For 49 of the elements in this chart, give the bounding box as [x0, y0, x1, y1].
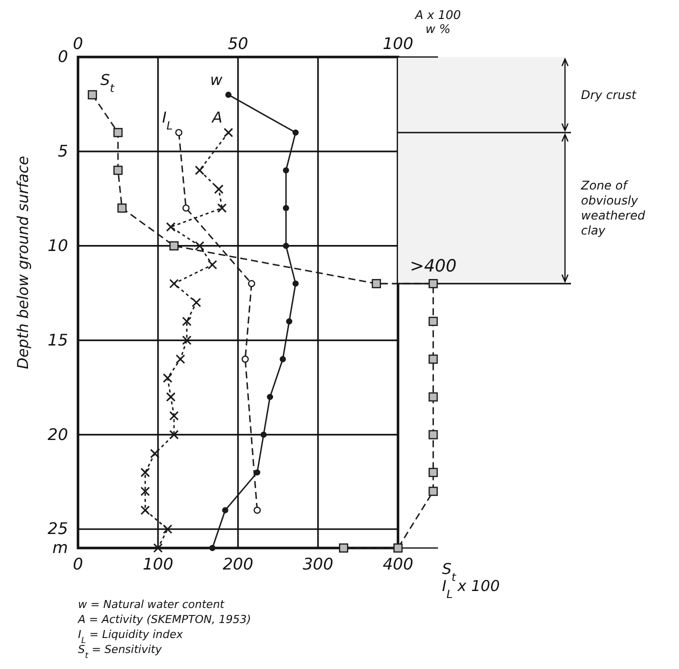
point: [117, 203, 127, 213]
point: [248, 280, 256, 288]
x-tick-label: 400: [382, 554, 414, 574]
text: w = Natural water content: [78, 598, 225, 611]
point: [393, 543, 403, 553]
y-axis-title: Depth below ground surface: [14, 156, 32, 370]
point: [175, 128, 182, 136]
point: [428, 316, 438, 326]
point: [428, 392, 438, 402]
series-label: S$_{t}$: [100, 70, 115, 94]
point: [372, 279, 381, 288]
y-tick-label: 20: [48, 424, 68, 444]
text: I$_{L}$ = Liquidity index: [78, 628, 184, 645]
series-label: I$_{L}$: [162, 108, 173, 132]
x2-axis-title: A x 100 w %: [414, 8, 462, 36]
point: [242, 356, 249, 363]
point: [182, 204, 190, 212]
series-label: A: [211, 108, 222, 127]
x2-tick-label: 50: [228, 34, 248, 53]
text: S$_{t}$ = Sensitivity: [78, 643, 162, 660]
point: [428, 279, 438, 288]
x-tick-label: 100: [142, 554, 174, 574]
x2-tick-label: 100: [382, 34, 414, 53]
series-label: w: [210, 70, 224, 89]
y-tick-label: 15: [48, 330, 68, 350]
text: A = Activity (SKEMPTON, 1953): [77, 613, 252, 626]
x-tick-label: 0: [72, 554, 84, 574]
point: [113, 166, 123, 175]
x-tick-label: 300: [302, 554, 334, 574]
point: [428, 486, 438, 496]
point: [428, 430, 438, 440]
y-tick-label: m: [52, 538, 68, 558]
band-label: Dry crust: [581, 88, 638, 102]
point: [254, 506, 261, 514]
point: [428, 468, 438, 478]
y-tick-label: 0: [58, 47, 68, 66]
band-label: Zone of obviously weathered clay: [580, 178, 646, 238]
x-axis-title: S$_{t}$ I$_{L}$ x 100: [442, 560, 500, 600]
point: [113, 128, 123, 138]
x-tick-label: 200: [222, 554, 254, 574]
y-tick-label: 25: [48, 519, 68, 538]
point: [428, 354, 438, 364]
y-tick-label: 10: [48, 236, 68, 255]
annotation: >400: [410, 256, 457, 277]
point: [169, 241, 179, 250]
x2-tick-label: 0: [72, 34, 84, 53]
point: [339, 543, 348, 553]
point: [88, 90, 97, 100]
y-tick-label: 5: [58, 142, 68, 161]
